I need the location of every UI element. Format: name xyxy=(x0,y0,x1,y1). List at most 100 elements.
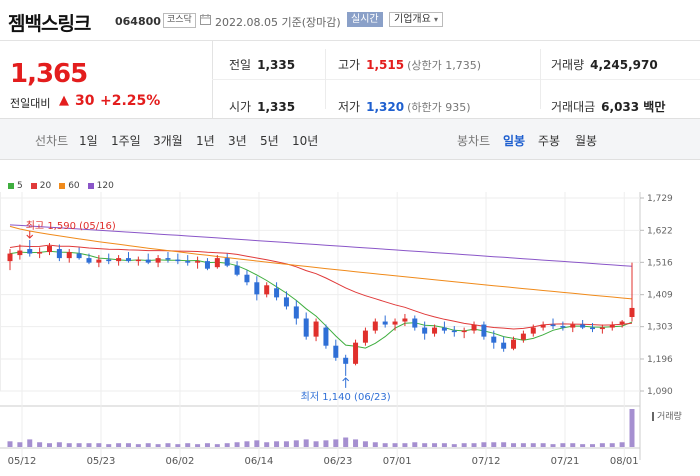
y-tick-label: 1,409 xyxy=(647,291,673,301)
low-price: 저가 1,320 (하한가 935) xyxy=(338,98,471,115)
candle-body xyxy=(125,258,131,262)
candle-body xyxy=(293,306,299,319)
volume-bar xyxy=(590,444,596,447)
x-tick-label: 07/21 xyxy=(551,456,580,467)
legend-label: 60 xyxy=(68,181,80,191)
candle-body xyxy=(382,321,388,325)
candle-body xyxy=(195,261,201,263)
candle-body xyxy=(471,324,477,331)
candle-body xyxy=(303,318,309,337)
tab-daily[interactable]: 일봉 xyxy=(503,134,526,148)
candle-body xyxy=(264,285,270,295)
tab-3y[interactable]: 3년 xyxy=(228,134,247,148)
candle-body xyxy=(491,336,497,343)
candle-body xyxy=(501,342,507,349)
candle-body xyxy=(135,259,141,262)
candle-body xyxy=(116,258,122,262)
volume-bar xyxy=(204,443,210,447)
candle-body xyxy=(402,318,408,322)
candle-body xyxy=(254,282,260,295)
company-overview-button[interactable]: 기업개요 ▾ xyxy=(389,12,444,27)
volume-bar xyxy=(106,444,112,447)
candle-body xyxy=(362,330,368,343)
candle-body xyxy=(441,327,447,331)
candle-body xyxy=(175,259,181,262)
low-annotation: 최저 1,140 (06/23) xyxy=(301,391,391,403)
candle-body xyxy=(392,321,398,325)
x-tick-label: 08/01 xyxy=(610,456,639,467)
candle-body xyxy=(412,318,418,328)
y-tick-label: 1,090 xyxy=(647,387,673,397)
volume-bar xyxy=(441,443,447,447)
candle-body xyxy=(46,246,52,253)
volume-bar xyxy=(56,442,62,447)
high-label: 고가 xyxy=(338,58,361,72)
candle-chart-label: 봉차트 xyxy=(457,134,491,148)
volume-bar xyxy=(254,440,260,447)
candle-body xyxy=(461,330,467,333)
realtime-button[interactable]: 실시간 xyxy=(347,12,383,27)
upper-limit: (상한가 1,735) xyxy=(407,59,481,72)
candle-body xyxy=(185,261,191,263)
candle-body xyxy=(432,327,438,334)
tab-1y[interactable]: 1년 xyxy=(196,134,215,148)
volume-bar xyxy=(511,443,517,447)
volume-bar xyxy=(461,443,467,447)
candle-body xyxy=(372,321,378,331)
candle-body xyxy=(56,249,62,259)
volume-bar xyxy=(303,439,309,447)
change-label: 전일대비 xyxy=(10,97,51,110)
x-tick-label: 05/12 xyxy=(8,456,37,467)
candle-body xyxy=(37,252,43,254)
tab-1d[interactable]: 1일 xyxy=(79,134,98,148)
volume-bar xyxy=(46,443,52,447)
prev-close-value: 1,335 xyxy=(257,58,296,72)
y-tick-label: 1,622 xyxy=(647,226,673,236)
tab-1w[interactable]: 1주일 xyxy=(111,134,141,148)
candle-body xyxy=(7,253,13,262)
up-arrow-icon xyxy=(342,377,350,388)
legend-swatch xyxy=(30,182,37,189)
volume-bar xyxy=(382,443,388,447)
up-triangle-icon: ▲ xyxy=(59,93,69,108)
ma-line-120 xyxy=(9,224,633,267)
candle-body xyxy=(629,307,635,318)
legend-item-ma120: 120 xyxy=(87,181,114,191)
volume-bar xyxy=(412,442,418,447)
candle-body xyxy=(599,327,605,330)
volume-bar xyxy=(125,443,131,447)
x-tick-label: 05/23 xyxy=(87,456,116,467)
candle-body xyxy=(520,333,526,340)
reference-date: 2022.08.05 기준(장마감) xyxy=(215,16,341,29)
legend-item-ma20: 20 xyxy=(30,181,51,191)
x-tick-label: 06/02 xyxy=(166,456,195,467)
ma-legend: 5 20 60 120 xyxy=(8,181,122,191)
volume-bar xyxy=(471,443,477,447)
volume-bar xyxy=(501,442,507,447)
tab-monthly[interactable]: 월봉 xyxy=(575,134,598,148)
current-price: 1,365 xyxy=(10,59,88,89)
tab-weekly[interactable]: 주봉 xyxy=(538,134,561,148)
high-value: 1,515 xyxy=(366,58,405,72)
ma-line-5 xyxy=(9,250,633,349)
column-separator xyxy=(540,49,541,109)
candle-body xyxy=(530,327,536,334)
tab-3m[interactable]: 3개월 xyxy=(153,134,183,148)
legend-label: 120 xyxy=(96,181,114,191)
candle-body xyxy=(619,321,625,325)
volume-bar xyxy=(185,443,191,447)
candle-body xyxy=(224,258,230,266)
candle-body xyxy=(343,357,349,364)
volume-bar xyxy=(264,442,270,447)
volume-bar xyxy=(195,444,201,447)
tab-10y[interactable]: 10년 xyxy=(292,134,319,148)
volume-bar xyxy=(599,443,605,447)
tab-5y[interactable]: 5년 xyxy=(260,134,279,148)
candle-body xyxy=(550,324,556,327)
legend-swatch xyxy=(59,182,66,189)
volume-bar xyxy=(293,440,299,447)
volume-bar xyxy=(580,444,586,447)
volume-bar xyxy=(353,439,359,447)
candle-body xyxy=(560,326,566,328)
volume-bar xyxy=(66,443,72,447)
